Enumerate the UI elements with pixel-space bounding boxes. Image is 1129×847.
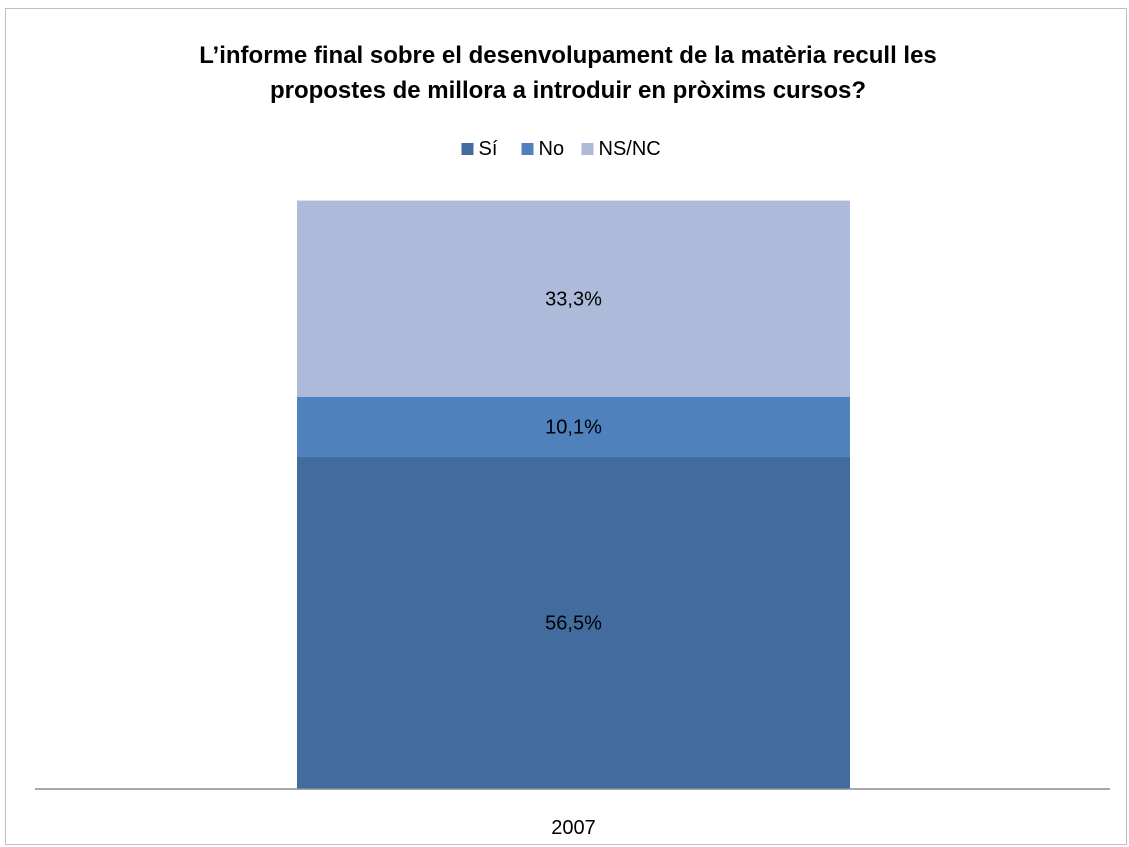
x-tick-label-0: 2007 (551, 817, 596, 839)
legend-item-2: NS/NC (581, 138, 661, 160)
legend-label-1: No (539, 138, 565, 160)
data-label-nsnc: 33,3% (545, 289, 602, 311)
legend: Sí No NS/NC (461, 138, 661, 160)
bar-segment-s (297, 456, 850, 789)
bar-segment-nsnc (297, 200, 850, 397)
legend-label-0: Sí (479, 138, 498, 160)
data-label-s: 56,5% (545, 613, 602, 635)
chart-title-line-2: propostes de millora a introduir en pròx… (270, 77, 866, 104)
x-axis: 2007 (35, 788, 1110, 839)
bar-segment-no (297, 396, 850, 457)
legend-swatch-2 (581, 143, 594, 155)
legend-swatch-0 (461, 143, 474, 155)
bars: 56,5% 10,1% 33,3% (297, 200, 850, 789)
data-label-no: 10,1% (545, 416, 602, 438)
legend-item-1: No (521, 138, 565, 160)
legend-item-0: Sí (461, 138, 498, 160)
legend-label-2: NS/NC (599, 138, 661, 160)
chart-title-line-1: L’informe final sobre el desenvolupament… (199, 42, 937, 69)
legend-swatch-1 (521, 143, 534, 155)
